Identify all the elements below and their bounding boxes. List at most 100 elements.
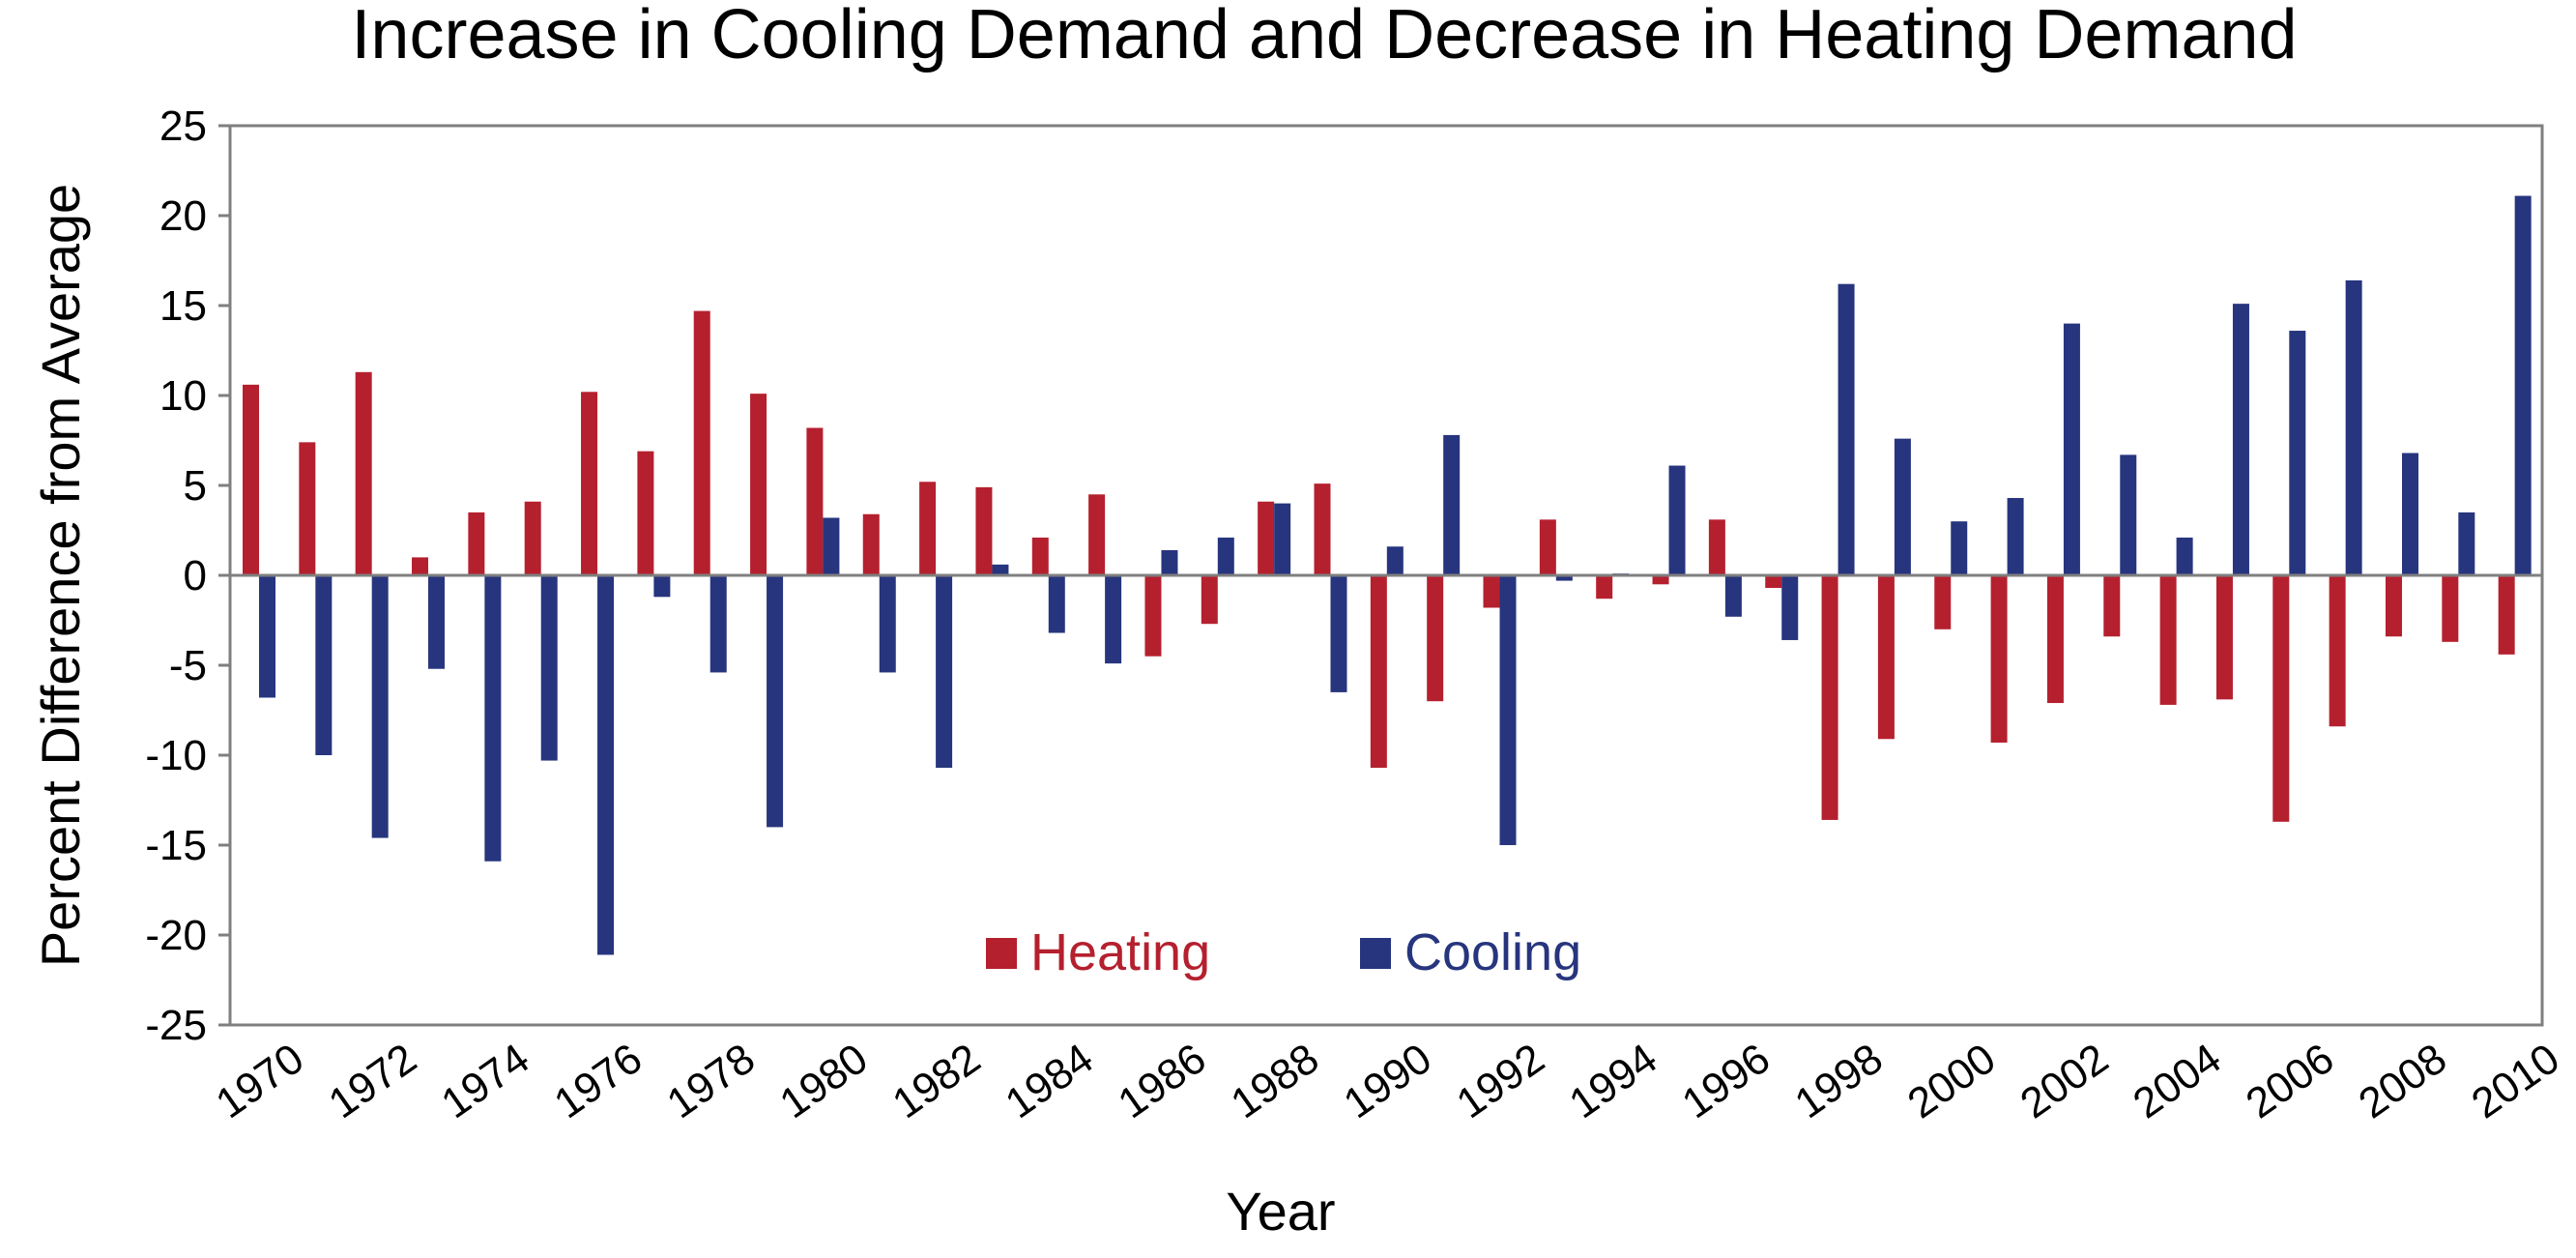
legend-heating-label: Heating [1030, 923, 1210, 981]
cooling-bar-1979 [767, 575, 784, 828]
x-axis: 1970 1972 1974 1976 1978 1980 1982 1984 1986 1988… [208, 1035, 2568, 1127]
y-tick-label: -20 [145, 912, 207, 959]
heating-bar-1981 [862, 513, 880, 575]
cooling-bar-2003 [2120, 454, 2137, 575]
x-tick-label: 1996 [1674, 1035, 1779, 1127]
x-tick-label: 1970 [208, 1035, 312, 1127]
x-tick-label: 1998 [1786, 1035, 1891, 1127]
x-tick-label: 1992 [1448, 1035, 1552, 1127]
heating-bar-1989 [1314, 483, 1331, 575]
y-axis-label: Percent Difference from Average [30, 184, 91, 967]
cooling-bar-1990 [1386, 546, 1404, 575]
y-tick-label: 5 [184, 462, 207, 510]
cooling-bar-1992 [1499, 575, 1517, 845]
heating-bar-1972 [355, 371, 372, 575]
heating-bar-2005 [2215, 575, 2233, 700]
x-tick-label: 1990 [1336, 1035, 1440, 1127]
cooling-bar-1976 [597, 575, 615, 955]
x-tick-label: 1974 [433, 1035, 537, 1127]
cooling-bar-2002 [2063, 323, 2080, 575]
heating-bar-1993 [1539, 519, 1556, 575]
heating-bar-1980 [806, 427, 824, 575]
cooling-bar-1970 [259, 575, 275, 698]
x-tick-label: 1984 [997, 1035, 1101, 1127]
heating-bar-1987 [1201, 575, 1218, 625]
x-tick-label: 1994 [1561, 1035, 1665, 1127]
heating-bar-1976 [581, 392, 598, 575]
legend-cooling-swatch [1360, 938, 1391, 969]
heating-bar-2000 [1934, 575, 1952, 629]
x-tick-label: 2006 [2238, 1035, 2342, 1127]
heating-bar-2007 [2329, 575, 2346, 727]
cooling-bar-1997 [1781, 575, 1799, 640]
y-tick-label: 15 [159, 282, 207, 330]
heating-bar-1971 [299, 442, 316, 575]
x-tick-label: 1980 [771, 1035, 876, 1127]
heating-bar-1999 [1877, 575, 1895, 740]
cooling-bar-2010 [2514, 195, 2532, 576]
cooling-bar-2006 [2289, 331, 2306, 575]
x-tick-label: 2000 [1899, 1035, 2004, 1127]
heating-bar-1996 [1708, 519, 1725, 575]
cooling-bar-1999 [1894, 438, 1911, 575]
heating-bar-1973 [412, 557, 429, 575]
cooling-bar-1981 [879, 575, 896, 673]
cooling-bar-1991 [1443, 434, 1461, 575]
chart-title: Increase in Cooling Demand and Decrease … [351, 0, 2297, 73]
heating-bar-2001 [1990, 575, 2008, 743]
cooling-bar-1983 [992, 564, 1009, 575]
cooling-bar-2001 [2007, 498, 2024, 575]
cooling-bar-2009 [2458, 512, 2475, 575]
heating-bar-1995 [1652, 575, 1669, 585]
cooling-bar-1975 [540, 575, 558, 761]
heating-bar-1984 [1031, 537, 1049, 575]
legend-heating-swatch [986, 938, 1017, 969]
cooling-bar-1984 [1048, 575, 1065, 633]
heating-bar-1982 [919, 482, 937, 575]
cooling-bar-2008 [2401, 453, 2418, 575]
heating-bar-2009 [2442, 575, 2459, 642]
cooling-bar-1977 [653, 575, 671, 598]
heating-bar-1994 [1596, 575, 1613, 600]
y-tick-label: 20 [159, 192, 207, 240]
x-tick-label: 1972 [320, 1035, 424, 1127]
cooling-bar-2005 [2232, 304, 2249, 575]
x-tick-label: 2002 [2012, 1035, 2117, 1127]
heating-bar-2006 [2272, 575, 2290, 822]
heating-bar-1983 [975, 486, 993, 575]
cooling-series [259, 195, 2532, 955]
cooling-bar-1985 [1105, 575, 1122, 664]
heating-bar-1970 [243, 384, 259, 575]
heating-bar-2003 [2103, 575, 2121, 637]
heating-bar-1997 [1765, 575, 1782, 589]
cooling-bar-1974 [484, 575, 502, 862]
cooling-bar-1988 [1274, 503, 1291, 575]
y-axis: 25 20 15 10 5 0 -5 -10 -15 -20 -25 [145, 102, 230, 1049]
cooling-bar-1998 [1838, 283, 1855, 575]
cooling-bar-1995 [1668, 465, 1686, 575]
y-tick-label: 25 [159, 102, 207, 150]
x-axis-label: Year [1226, 1181, 1335, 1242]
cooling-bar-1986 [1161, 549, 1178, 575]
heating-bar-1998 [1821, 575, 1838, 820]
cooling-bar-1973 [428, 575, 446, 669]
cooling-bar-1987 [1217, 537, 1234, 575]
heating-bar-1979 [750, 394, 767, 575]
x-tick-label: 1988 [1223, 1035, 1327, 1127]
x-tick-label: 1982 [884, 1035, 989, 1127]
heating-bar-1986 [1144, 575, 1162, 657]
cooling-bar-2004 [2176, 537, 2193, 575]
cooling-bar-1980 [823, 517, 840, 575]
heating-bar-2004 [2159, 575, 2177, 705]
y-tick-label: -10 [145, 732, 207, 779]
y-tick-label: 0 [184, 552, 207, 600]
heating-bar-1975 [524, 501, 541, 575]
heating-bar-2010 [2498, 575, 2515, 655]
y-tick-label: -25 [145, 1002, 207, 1049]
cooling-bar-1972 [371, 575, 389, 838]
heating-bar-1978 [693, 310, 710, 575]
x-tick-label: 1986 [1110, 1035, 1214, 1127]
heating-bar-1992 [1483, 575, 1500, 608]
